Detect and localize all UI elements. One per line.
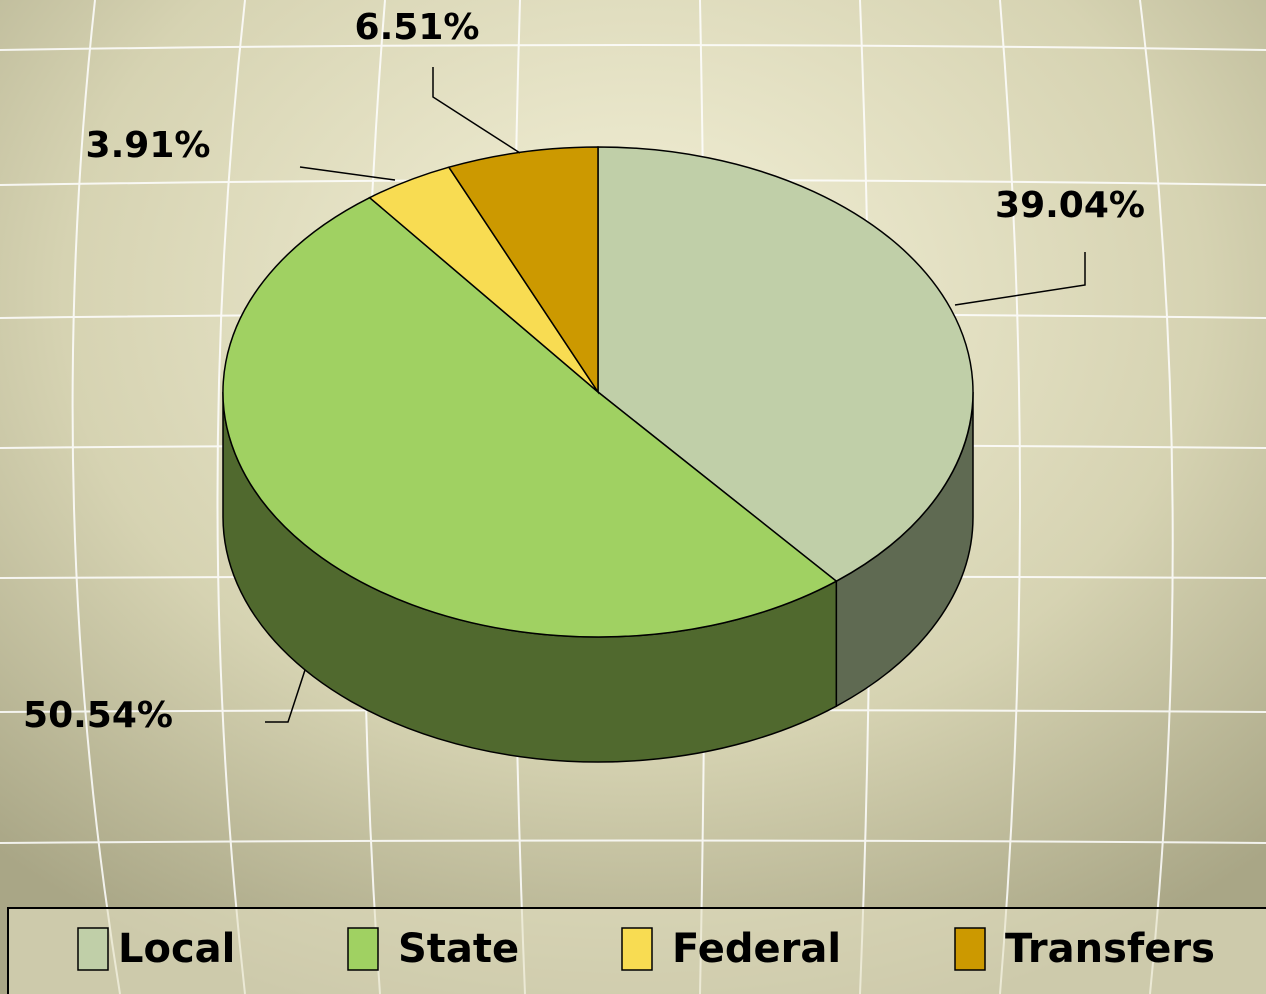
data-label: 6.51% bbox=[355, 7, 480, 48]
legend-label: Transfers bbox=[1005, 926, 1215, 972]
legend-label: Federal bbox=[672, 926, 841, 972]
slice bbox=[447, 146, 599, 395]
legend-label: State bbox=[398, 926, 519, 972]
legend-swatch bbox=[77, 927, 109, 971]
legend-label: Local bbox=[118, 926, 235, 972]
legend-swatch bbox=[621, 927, 653, 971]
legend-swatch bbox=[347, 927, 379, 971]
slice bbox=[597, 146, 974, 583]
slice bbox=[222, 196, 838, 638]
leader-line bbox=[299, 166, 396, 181]
legend-swatch bbox=[954, 927, 986, 971]
data-label: 39.04% bbox=[995, 185, 1145, 226]
leader-line bbox=[265, 669, 306, 723]
data-label: 3.91% bbox=[86, 125, 211, 166]
data-label: 50.54% bbox=[23, 695, 173, 736]
leader-line bbox=[954, 252, 1086, 306]
leader-line bbox=[432, 67, 521, 154]
